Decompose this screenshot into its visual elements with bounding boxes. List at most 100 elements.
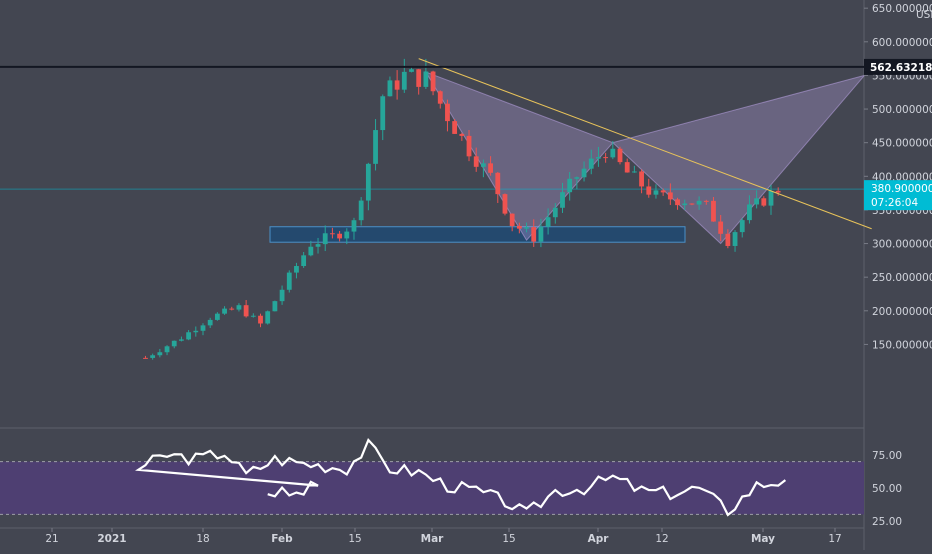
candle-body xyxy=(524,227,529,229)
candle[interactable] xyxy=(337,230,342,242)
candle[interactable] xyxy=(682,199,688,211)
candle[interactable] xyxy=(193,326,199,337)
candle[interactable] xyxy=(265,310,271,325)
candle[interactable] xyxy=(581,161,587,182)
candle[interactable] xyxy=(718,215,724,242)
candle[interactable] xyxy=(394,70,400,100)
candle[interactable] xyxy=(445,99,450,132)
candle[interactable] xyxy=(711,197,716,222)
candle[interactable] xyxy=(732,230,738,252)
candle[interactable] xyxy=(143,355,148,359)
candle[interactable] xyxy=(545,208,551,235)
candle[interactable] xyxy=(552,203,558,224)
candle[interactable] xyxy=(286,270,292,293)
candle[interactable] xyxy=(322,225,328,252)
candle[interactable] xyxy=(653,184,659,199)
candle[interactable] xyxy=(272,300,278,312)
candle[interactable] xyxy=(243,299,249,318)
candle[interactable] xyxy=(473,147,479,172)
candle[interactable] xyxy=(344,228,350,245)
candle[interactable] xyxy=(452,118,458,134)
candle[interactable] xyxy=(229,306,235,311)
candle[interactable] xyxy=(502,193,508,216)
candle[interactable] xyxy=(761,196,767,207)
candle-body xyxy=(509,213,515,226)
candle[interactable] xyxy=(214,312,220,321)
candle[interactable] xyxy=(171,340,177,349)
candle[interactable] xyxy=(703,199,709,205)
candle[interactable] xyxy=(164,345,170,356)
candle[interactable] xyxy=(423,58,429,89)
candle[interactable] xyxy=(596,146,601,167)
candle[interactable] xyxy=(459,132,465,141)
candle-body xyxy=(747,204,752,221)
support-zone[interactable] xyxy=(269,226,686,243)
candle[interactable] xyxy=(675,197,680,210)
candle[interactable] xyxy=(481,159,486,178)
candle[interactable] xyxy=(696,196,702,210)
trendline[interactable] xyxy=(418,58,872,230)
candle[interactable] xyxy=(308,240,314,257)
candle[interactable] xyxy=(509,213,515,232)
candle[interactable] xyxy=(646,178,652,198)
candle[interactable] xyxy=(739,218,745,238)
candle[interactable] xyxy=(747,195,752,224)
candle[interactable] xyxy=(488,156,493,176)
candle[interactable] xyxy=(430,70,436,96)
candle[interactable] xyxy=(754,190,760,209)
candle[interactable] xyxy=(236,303,242,312)
candle[interactable] xyxy=(639,169,644,194)
candle[interactable] xyxy=(689,203,695,206)
candle[interactable] xyxy=(365,162,371,211)
candle[interactable] xyxy=(157,348,163,358)
harmonic-pattern-bcd[interactable] xyxy=(611,74,866,245)
candle-body xyxy=(567,178,573,193)
candle-body xyxy=(358,200,364,221)
candle[interactable] xyxy=(207,317,213,329)
candle[interactable] xyxy=(373,119,378,171)
candle[interactable] xyxy=(531,219,537,247)
candle[interactable] xyxy=(250,313,256,318)
candle[interactable] xyxy=(401,58,407,93)
candle[interactable] xyxy=(186,330,192,341)
rsi-line[interactable] xyxy=(135,437,787,517)
candle[interactable] xyxy=(351,217,357,240)
candle[interactable] xyxy=(538,218,544,248)
candle[interactable] xyxy=(150,353,156,360)
candle[interactable] xyxy=(574,176,580,190)
candle[interactable] xyxy=(588,149,594,175)
candle[interactable] xyxy=(222,306,227,315)
candle[interactable] xyxy=(560,182,565,213)
candle-body xyxy=(265,311,271,324)
candle[interactable] xyxy=(617,146,623,165)
candle-body xyxy=(222,308,227,314)
candle[interactable] xyxy=(567,172,573,201)
candle[interactable] xyxy=(775,187,781,196)
candle[interactable] xyxy=(315,237,321,254)
candle[interactable] xyxy=(380,94,386,141)
candle[interactable] xyxy=(258,313,263,328)
candle[interactable] xyxy=(516,222,522,234)
candle[interactable] xyxy=(466,129,472,162)
candle[interactable] xyxy=(495,171,501,203)
candle[interactable] xyxy=(610,140,616,160)
candle[interactable] xyxy=(768,184,774,215)
candle[interactable] xyxy=(667,183,673,205)
candle[interactable] xyxy=(603,152,609,163)
candle[interactable] xyxy=(660,188,666,196)
candle[interactable] xyxy=(279,285,285,305)
candle[interactable] xyxy=(631,165,637,173)
candle[interactable] xyxy=(294,262,299,279)
candle[interactable] xyxy=(387,76,393,97)
candle[interactable] xyxy=(524,222,529,233)
candle[interactable] xyxy=(624,158,630,173)
candle[interactable] xyxy=(179,336,184,342)
candle[interactable] xyxy=(725,229,731,249)
candle[interactable] xyxy=(200,323,206,336)
candle[interactable] xyxy=(358,197,364,226)
candle[interactable] xyxy=(330,227,335,239)
candle[interactable] xyxy=(416,68,422,95)
candle[interactable] xyxy=(437,90,443,109)
candle[interactable] xyxy=(301,251,307,268)
